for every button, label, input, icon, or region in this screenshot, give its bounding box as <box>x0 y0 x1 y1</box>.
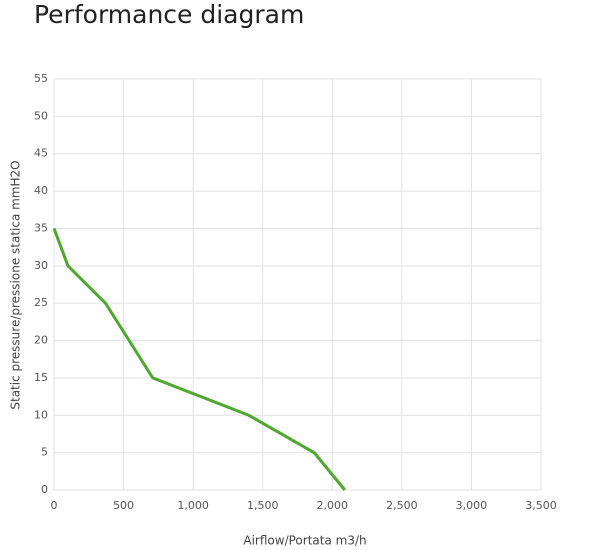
chart-title: Performance diagram <box>34 0 304 29</box>
y-tick-label: 15 <box>34 371 48 384</box>
x-tick-label: 2,500 <box>386 499 418 512</box>
y-tick-label: 30 <box>34 259 48 272</box>
data-line <box>52 227 346 491</box>
y-tick-label: 50 <box>34 109 48 122</box>
y-tick-label: 35 <box>34 221 48 234</box>
y-tick-label: 20 <box>34 334 48 347</box>
y-tick-label: 10 <box>34 408 48 421</box>
y-tick-label: 40 <box>34 184 48 197</box>
y-tick-label: 25 <box>34 296 48 309</box>
y-tick-label: 55 <box>34 72 48 85</box>
y-axis-label: Static pressure/pressione statica mmH2O <box>9 160 23 409</box>
x-tick-label: 3,000 <box>456 499 488 512</box>
x-axis-label: Airflow/Portata m3/h <box>243 534 366 548</box>
x-tick-label: 0 <box>51 499 58 512</box>
y-tick-label: 5 <box>41 446 48 459</box>
y-tick-label: 0 <box>41 483 48 496</box>
x-tick-label: 1,500 <box>247 499 279 512</box>
x-tick-label: 3,500 <box>525 499 557 512</box>
x-tick-label: 2,000 <box>317 499 349 512</box>
x-tick-label: 500 <box>113 499 134 512</box>
x-tick-label: 1,000 <box>177 499 209 512</box>
y-tick-label: 45 <box>34 147 48 160</box>
